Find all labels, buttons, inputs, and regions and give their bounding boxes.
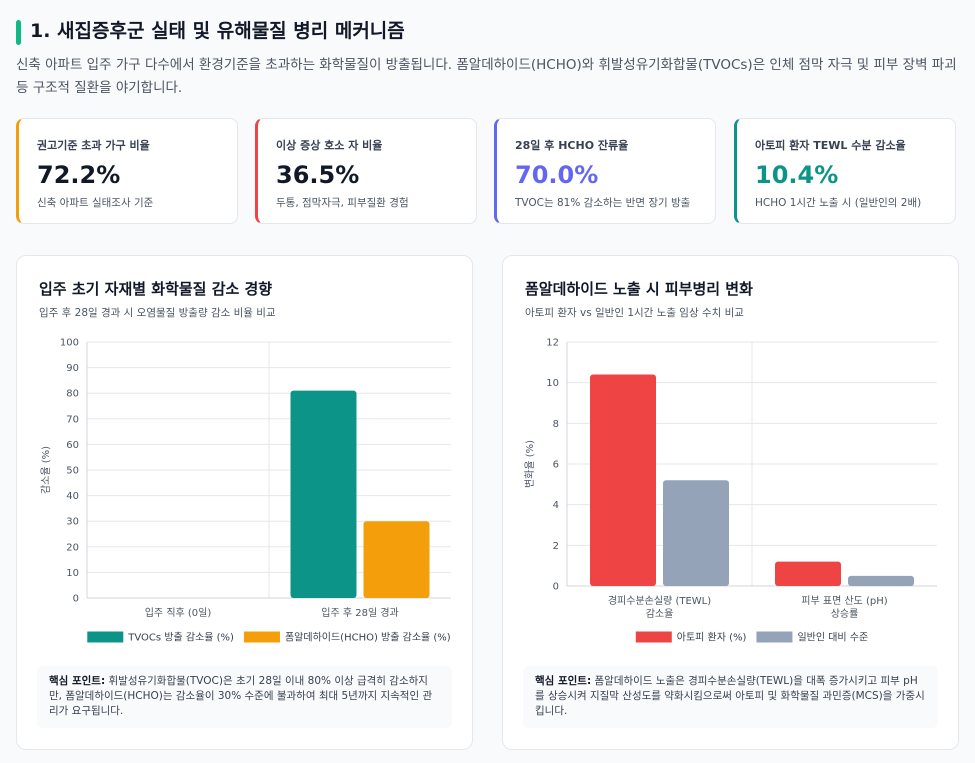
y-tick-label: 0 (553, 582, 559, 593)
key-point: 핵심 포인트: 폼알데하이드 노출은 경피수분손실량(TEWL)을 대폭 증가시… (523, 666, 938, 728)
y-tick-label: 0 (73, 594, 79, 605)
kpi-note: 신축 아파트 실태조사 기준 (37, 197, 154, 209)
kpi-value: 10.4% (755, 161, 839, 189)
kpi-note: 두통, 점막자극, 피부질환 경험 (276, 197, 409, 209)
kpi-note: HCHO 1시간 노출 시 (일반인의 2배) (755, 197, 922, 209)
y-tick-label: 30 (66, 517, 79, 528)
key-point-text: 폼알데하이드 노출은 경피수분손실량(TEWL)을 대폭 증가시키고 피부 pH… (535, 675, 925, 717)
chart-title: 폼알데하이드 노출 시 피부병리 변화 (525, 280, 753, 298)
key-point-label: 핵심 포인트: (49, 675, 106, 687)
kpi-card: 28일 후 HCHO 잔류율 70.0% TVOC는 81% 감소하는 반면 장기 … (494, 118, 716, 224)
chart: 0 10 20 30 40 50 60 70 80 90 100 감소율 (%) 입주 직후 (0일) 입… (40, 338, 451, 644)
bar (775, 561, 841, 586)
key-point-text: 휘발성유기화합물(TVOC)은 초기 28일 이내 80% 이상 급격히 감소하… (49, 675, 433, 717)
kpi-value: 70.0% (515, 161, 599, 189)
legend-swatch (756, 631, 793, 643)
bar (363, 521, 430, 598)
kpi-card: 권고기준 초과 가구 비율 72.2% 신축 아파트 실태조사 기준 (16, 118, 238, 224)
y-tick-label: 70 (66, 414, 79, 425)
kpi-label: 아토피 환자 TEWL 수분 감소율 (755, 139, 906, 152)
chart-subtitle: 아토피 환자 vs 일반인 1시간 노출 임상 수치 비교 (525, 307, 744, 319)
kpi-label: 28일 후 HCHO 잔류율 (515, 139, 629, 152)
y-tick-label: 10 (546, 378, 559, 389)
kpi-value: 36.5% (276, 161, 360, 189)
title-accent (16, 20, 21, 45)
y-tick-label: 2 (553, 541, 559, 552)
chart-subtitle: 입주 후 28일 경과 시 오염물질 방출량 감소 비율 비교 (39, 307, 276, 319)
y-tick-label: 80 (66, 389, 79, 400)
y-tick-label: 90 (66, 363, 79, 374)
intro: 신축 아파트 입주 가구 다수에서 환경기준을 초과하는 화학물질이 방출됩니다… (16, 57, 957, 96)
bar (663, 480, 729, 586)
y-tick-label: 40 (66, 491, 79, 502)
legend-label: 아토피 환자 (%) (677, 632, 747, 644)
kpi-label: 권고기준 초과 가구 비율 (37, 139, 150, 152)
key-point: 핵심 포인트: 휘발성유기화합물(TVOC)은 초기 28일 이내 80% 이상… (37, 666, 452, 728)
kpi-note: TVOC는 81% 감소하는 반면 장기 방출 (515, 197, 691, 209)
kpi-card: 이상 증상 호소 자 비율 36.5% 두통, 점막자극, 피부질환 경험 (255, 118, 477, 224)
key-point-label: 핵심 포인트: (535, 675, 592, 687)
x-tick-label: 감소율 (646, 608, 674, 620)
legend-label: 폼알데하이드(HCHO) 방출 감소율 (%) (285, 631, 451, 644)
x-tick-label: 경피수분손실량 (TEWL) (608, 594, 711, 607)
y-axis-label: 감소율 (%) (40, 446, 52, 494)
x-tick-label: 입주 후 28일 경과 (321, 606, 398, 619)
kpi-card: 아토피 환자 TEWL 수분 감소율 10.4% HCHO 1시간 노출 시 (일반… (734, 118, 956, 224)
kpi-label: 이상 증상 호소 자 비율 (276, 139, 383, 152)
y-tick-label: 12 (546, 338, 559, 349)
bar (290, 390, 357, 598)
chart: 0 2 4 6 8 10 12 변화율 (%) 경피수분손실량 (TEWL)감소율 피부 표면 산… (524, 338, 937, 644)
chart-title: 입주 초기 자재별 화학물질 감소 경향 (39, 280, 273, 298)
page-title: 1. 새집증후군 실태 및 유해물질 병리 메커니즘 (30, 20, 405, 42)
y-tick-label: 100 (60, 338, 79, 349)
legend-swatch (87, 631, 124, 643)
y-tick-label: 4 (553, 500, 559, 511)
y-axis-label: 변화율 (%) (524, 440, 536, 488)
y-tick-label: 20 (66, 542, 79, 553)
legend-label: 일반인 대비 수준 (797, 632, 868, 644)
bar (848, 575, 914, 586)
x-tick-label: 입주 직후 (0일) (145, 606, 212, 619)
legend-swatch (243, 631, 280, 643)
legend-label: TVOCs 방출 감소율 (%) (127, 632, 234, 644)
kpi-value: 72.2% (37, 161, 121, 189)
y-tick-label: 60 (66, 440, 79, 451)
x-tick-label: 피부 표면 산도 (pH) (801, 595, 888, 607)
bar (590, 374, 656, 586)
x-tick-label: 상승률 (831, 608, 859, 620)
legend-swatch (635, 631, 672, 643)
y-tick-label: 10 (66, 568, 79, 579)
y-tick-label: 50 (66, 466, 79, 477)
y-tick-label: 8 (553, 419, 559, 430)
y-tick-label: 6 (553, 460, 559, 471)
